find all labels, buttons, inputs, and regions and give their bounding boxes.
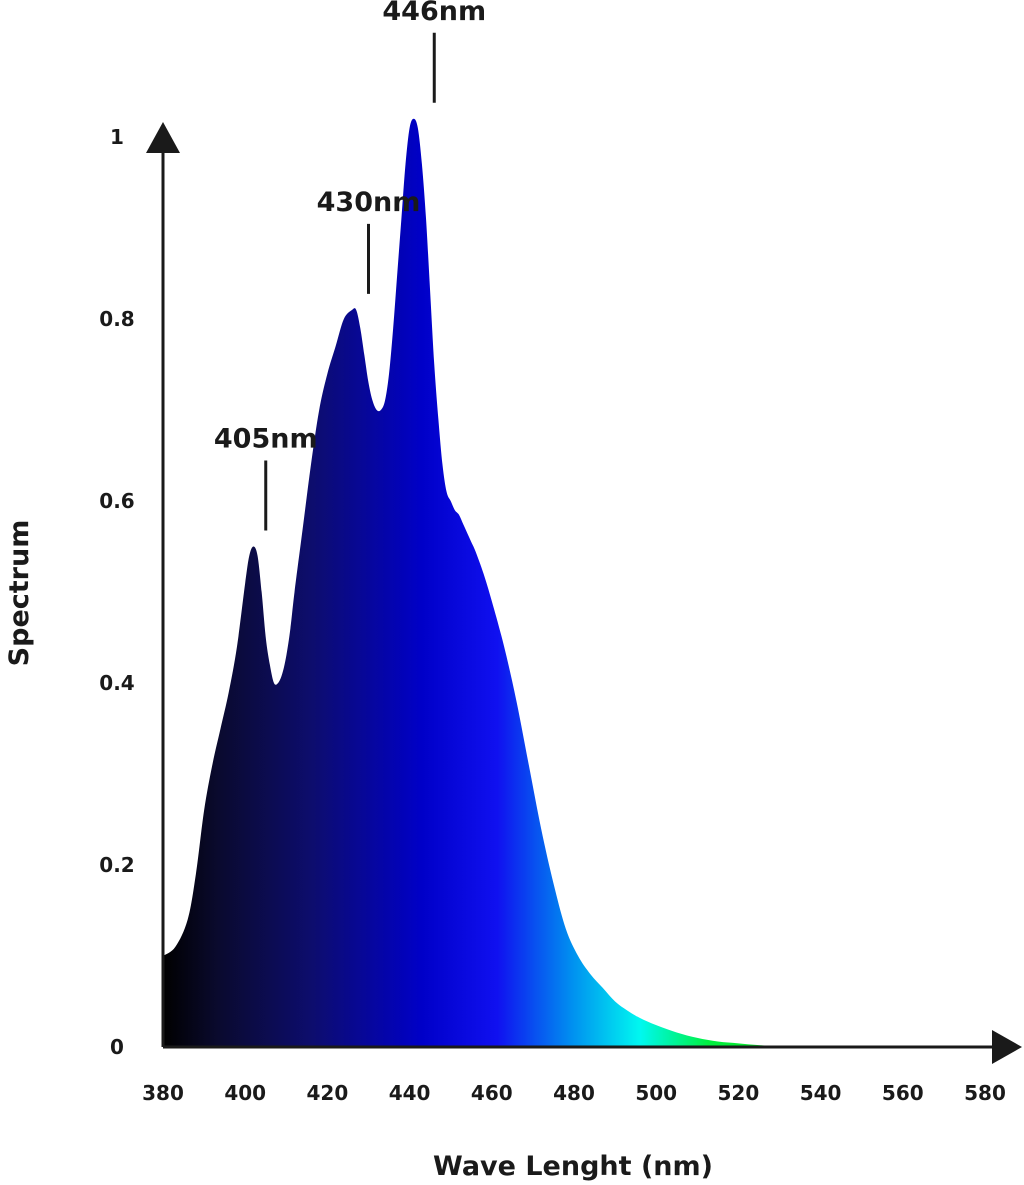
x-tick-label: 500 bbox=[635, 1081, 677, 1105]
x-tick-label: 400 bbox=[224, 1081, 266, 1105]
y-tick-label: 1 bbox=[110, 125, 124, 149]
spectrum-area bbox=[163, 118, 985, 1048]
x-tick-label: 460 bbox=[471, 1081, 513, 1105]
y-tick-label: 0.4 bbox=[99, 671, 134, 695]
x-tick-label: 540 bbox=[800, 1081, 842, 1105]
x-tick-label: 480 bbox=[553, 1081, 595, 1105]
x-tick-label: 580 bbox=[964, 1081, 1006, 1105]
peak-label: 405nm bbox=[214, 424, 318, 455]
x-axis-arrow-icon bbox=[992, 1030, 1022, 1064]
y-axis-arrow-icon bbox=[146, 122, 180, 153]
x-tick-label: 380 bbox=[142, 1081, 184, 1105]
y-tick-label: 0.2 bbox=[99, 853, 134, 877]
y-tick-label: 0.8 bbox=[99, 307, 134, 331]
y-tick-label: 0.6 bbox=[99, 489, 134, 513]
x-tick-label: 520 bbox=[718, 1081, 760, 1105]
x-tick-label: 560 bbox=[882, 1081, 924, 1105]
x-axis-title: Wave Lenght (nm) bbox=[433, 1151, 713, 1182]
y-tick-label: 0 bbox=[110, 1035, 124, 1059]
peak-label: 446nm bbox=[382, 0, 486, 27]
x-tick-label: 440 bbox=[389, 1081, 431, 1105]
y-axis-title: Spectrum bbox=[4, 520, 35, 667]
x-tick-label: 420 bbox=[307, 1081, 349, 1105]
peak-label: 430nm bbox=[317, 187, 421, 218]
